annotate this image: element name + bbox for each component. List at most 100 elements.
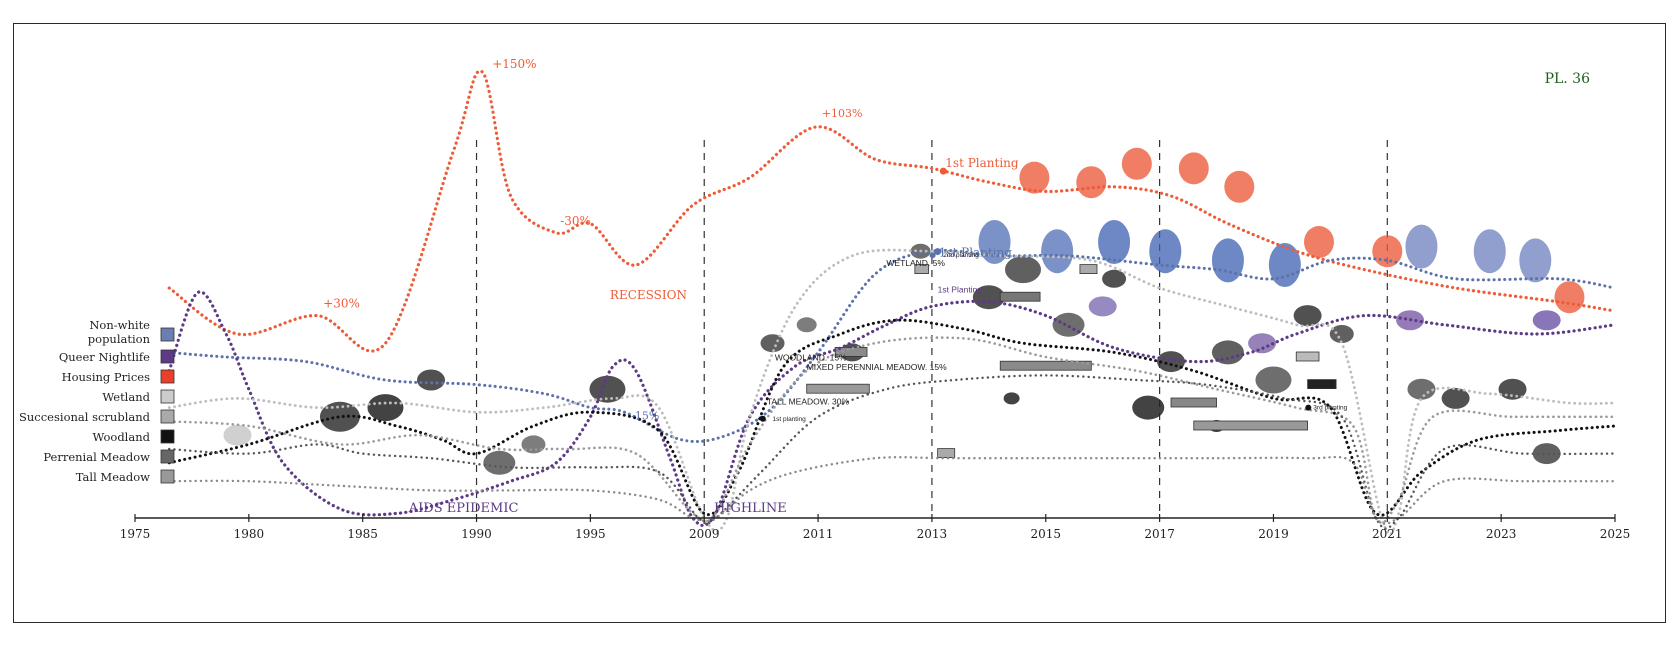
illustration-24 [1532, 443, 1561, 465]
legend-label-scrubland: Succesional scrubland [19, 410, 151, 424]
x-tick-label-2023: 2023 [1486, 527, 1517, 541]
illustration-3 [417, 369, 445, 391]
series-lines [167, 69, 1617, 536]
habitat-bar-10 [937, 448, 956, 459]
third-planting-dot [1305, 404, 1312, 411]
series-line-scrubland [167, 336, 1617, 524]
habitat-bar-2 [914, 264, 929, 275]
habitat-bar-0 [806, 383, 870, 394]
legend-swatch-housing [160, 369, 175, 384]
legend-label-tall_meadow: Tall Meadow [76, 470, 150, 484]
habitat-bar-1 [834, 346, 868, 357]
x-tick-label-1985: 1985 [347, 527, 378, 541]
plate-frame [13, 23, 1666, 623]
legend-swatch-nightlife [160, 349, 175, 364]
series-line-meadow [168, 374, 1617, 530]
illustration-16 [1157, 351, 1185, 373]
x-tick-label-2015: 2015 [1030, 527, 1061, 541]
purple-illustration-1 [1088, 296, 1117, 317]
illustration-0 [223, 424, 252, 446]
x-tick-label-2017: 2017 [1144, 527, 1175, 541]
illustration-12 [1005, 256, 1041, 284]
illustration-21 [1407, 378, 1436, 400]
x-axis: 1975 1980 1985 1990 1995 2009 2011 2013 2015 2017… [120, 514, 1631, 541]
series-line-nightlife [167, 290, 1617, 528]
nonwhite-planting-dot [934, 248, 942, 256]
x-tick-label-2021: 2021 [1372, 527, 1403, 541]
legend-label-meadow: Perrenial Meadow [43, 450, 150, 464]
purple-illustration-0 [1248, 333, 1277, 354]
first-planting-dot [759, 415, 766, 422]
habitat-bars [806, 264, 1337, 459]
red-illustration-4 [1224, 170, 1255, 203]
legend-swatch-wetland [160, 389, 175, 404]
blue-illustration-0 [978, 220, 1011, 264]
housing-annotation-5: 1st Planting [945, 156, 1019, 170]
nonwhite-annotation-1: 1st Planting [939, 246, 1013, 260]
illustration-5 [521, 435, 546, 454]
habitat-annotation-3: TALL MEADOW. 30% [767, 396, 850, 406]
red-illustration-5 [1304, 226, 1334, 258]
series-line-wetland [167, 248, 1617, 536]
blue-illustration-4 [1211, 238, 1244, 283]
red-illustration-7 [1554, 281, 1585, 314]
illustration-17 [1211, 340, 1244, 365]
legend-swatch-woodland [160, 429, 175, 444]
illustration-15 [1132, 395, 1165, 420]
x-tick-label-2019: 2019 [1258, 527, 1289, 541]
habitat-annotation-1: WOODLAND. 15% [775, 352, 847, 362]
legend-swatch-scrubland [160, 409, 175, 424]
habitat-bar-9 [1307, 379, 1337, 390]
red-illustration-0 [1019, 161, 1050, 194]
illustration-7 [760, 334, 785, 353]
illustration-layer [223, 147, 1585, 475]
legend-label-wetland: Wetland [102, 390, 150, 404]
legend-label-housing: Housing Prices [62, 370, 151, 384]
red-illustration-1 [1076, 166, 1107, 199]
legend-swatch-nonwhite [160, 327, 175, 342]
x-tick-label-1980: 1980 [234, 527, 265, 541]
x-tick-label-1990: 1990 [461, 527, 492, 541]
habitat-bar-8 [1295, 351, 1320, 362]
housing-annotation-4: +103% [822, 107, 863, 120]
habitat-annotation-5: 2nd planting [943, 252, 979, 259]
illustration-1 [319, 401, 360, 432]
habitat-bar-4 [999, 360, 1092, 371]
blue-illustration-3 [1149, 229, 1182, 274]
habitat-annotation-2: MIXED PERENNIAL MEADOW. 15% [807, 362, 947, 372]
illustration-8 [796, 317, 817, 333]
housing-annotation-2: -30% [560, 214, 591, 228]
habitat-annotation-0: WETLAND. 5% [886, 258, 945, 268]
blue-illustration-1 [1041, 229, 1074, 274]
second-planting-dot [929, 252, 936, 259]
event-markers [475, 140, 1388, 518]
blue-illustration-8 [1519, 238, 1552, 283]
housing-annotation-1: +150% [492, 57, 536, 71]
x-tick-label-2009: 2009 [689, 527, 720, 541]
nonwhite-annotation-0: -15% [631, 410, 659, 423]
legend-label-nonwhite-line2: population [88, 332, 151, 346]
illustration-2 [367, 394, 404, 422]
nightlife-annotation-1: HIGHLINE [714, 501, 787, 516]
illustration-14 [1102, 269, 1127, 288]
illustration-11 [972, 285, 1005, 310]
legend-label-nonwhite: Non-white [89, 318, 150, 332]
annotations: +30% +150% -30% RECESSION +103% 1st Planting A… [323, 57, 1348, 516]
habitat-annotation-7: 3rd planting [1313, 405, 1347, 412]
red-illustration-6 [1372, 235, 1403, 268]
housing-annotation-3: RECESSION [610, 288, 687, 302]
housing-annotation-0: +30% [323, 297, 360, 311]
illustration-4 [483, 450, 516, 475]
blue-illustration-7 [1473, 229, 1506, 274]
series-line-housing [167, 69, 1617, 353]
purple-illustration-3 [1532, 310, 1561, 331]
red-illustration-2 [1121, 147, 1152, 180]
blue-illustration-6 [1405, 224, 1438, 269]
blue-illustration-5 [1268, 243, 1301, 287]
habitat-bar-7 [1193, 420, 1309, 431]
red-illustration-3 [1178, 152, 1209, 185]
x-tick-label-2025: 2025 [1600, 527, 1631, 541]
legend-swatch-meadow [160, 449, 175, 464]
